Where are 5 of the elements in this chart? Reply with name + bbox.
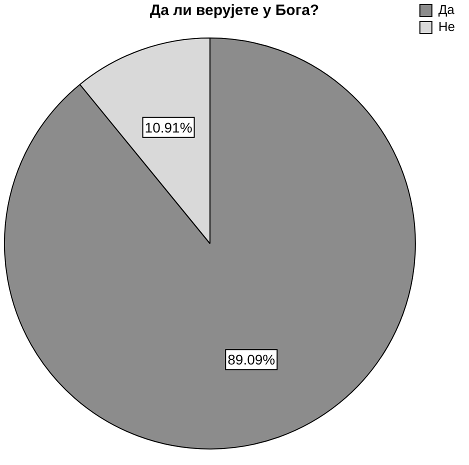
- data-label: 89.09%: [228, 351, 276, 368]
- legend-label: Не: [438, 19, 456, 34]
- legend-label: Да: [438, 2, 456, 18]
- chart-title: Да ли верујете у Бога?: [150, 2, 320, 20]
- data-label: 10.91%: [144, 119, 192, 136]
